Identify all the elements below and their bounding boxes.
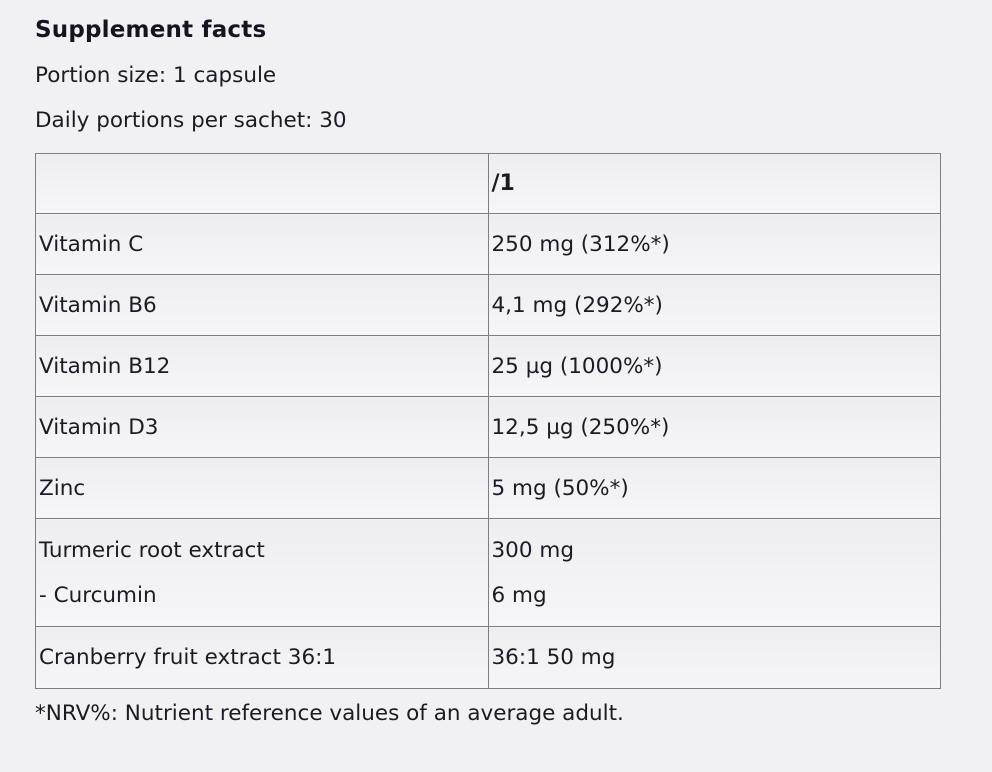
nutrient-value-line-2: 6 mg [491,582,547,608]
column-header-nutrient [35,153,489,214]
table-body: Vitamin C 250 mg (312%*) Vitamin B6 4,1 … [35,213,941,689]
nutrient-name-cell: Turmeric root extract - Curcumin [35,518,489,627]
nutrient-value-cell: 12,5 µg (250%*) [487,396,941,458]
table-row-vitamin-c: Vitamin C 250 mg (312%*) [35,213,941,275]
daily-portions-text: Daily portions per sachet: 30 [35,108,347,133]
supplement-facts-panel: Supplement facts Portion size: 1 capsule… [0,17,992,726]
table-row-zinc: Zinc 5 mg (50%*) [35,457,941,519]
nutrient-name-cell: Zinc [35,457,489,519]
column-header-per-portion: /1 [487,153,941,214]
portion-size-text: Portion size: 1 capsule [35,63,277,88]
table-row-cranberry: Cranberry fruit extract 36:1 36:1 50 mg [35,626,941,689]
nutrient-value-cell: 4,1 mg (292%*) [487,274,941,336]
page-title: Supplement facts [35,17,267,43]
nutrient-name-cell: Vitamin B12 [35,335,489,397]
nutrient-name-cell: Vitamin C [35,213,489,275]
table-row-turmeric: Turmeric root extract - Curcumin 300 mg … [35,518,941,627]
nutrient-value-cell: 250 mg (312%*) [487,213,941,275]
nutrient-name-line-2: - Curcumin [39,582,157,608]
nutrient-value-cell: 25 µg (1000%*) [487,335,941,397]
nutrient-value-cell: 5 mg (50%*) [487,457,941,519]
nutrient-value-cell: 300 mg 6 mg [487,518,941,627]
table-row-vitamin-d3: Vitamin D3 12,5 µg (250%*) [35,396,941,458]
table-row-vitamin-b6: Vitamin B6 4,1 mg (292%*) [35,274,941,336]
nrv-footnote: *NRV%: Nutrient reference values of an a… [35,701,624,726]
table-header-row: /1 [35,153,941,214]
nutrient-name-cell: Vitamin B6 [35,274,489,336]
nutrient-name-cell: Cranberry fruit extract 36:1 [35,626,489,689]
table-row-vitamin-b12: Vitamin B12 25 µg (1000%*) [35,335,941,397]
nutrient-name-line-1: Turmeric root extract [39,537,265,563]
supplement-facts-table: /1 Vitamin C 250 mg (312%*) Vitamin B6 4… [35,153,941,689]
nutrient-value-cell: 36:1 50 mg [487,626,941,689]
table-header: /1 [35,153,941,214]
nutrient-name-cell: Vitamin D3 [35,396,489,458]
nutrient-value-line-1: 300 mg [491,537,574,563]
